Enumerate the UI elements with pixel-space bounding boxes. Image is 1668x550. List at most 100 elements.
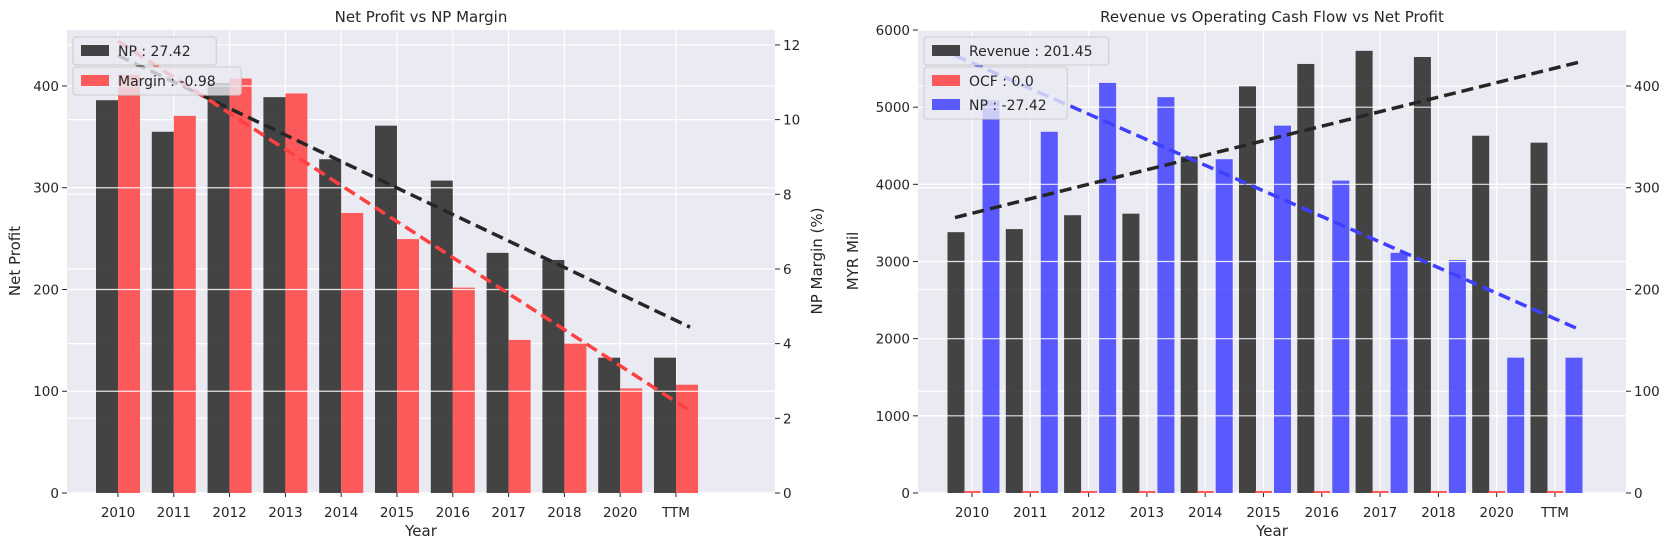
x-tick-label: 2017 <box>1363 505 1397 521</box>
y2-tick-label: 200 <box>1634 282 1660 298</box>
legend-swatch <box>81 45 109 56</box>
bar <box>229 78 252 494</box>
y-axis-label: Net Profit <box>6 226 24 296</box>
bar <box>1546 491 1564 493</box>
bar <box>1472 135 1490 494</box>
bar <box>1507 357 1525 493</box>
x-tick-label: 2020 <box>603 505 637 521</box>
legend-box <box>72 66 242 96</box>
x-tick-label: 2014 <box>324 505 358 521</box>
x-tick-label: 2013 <box>1130 505 1164 521</box>
y-tick-label: 0 <box>50 486 59 502</box>
legend-label: NP : -27.42 <box>969 98 1047 114</box>
x-tick-label: 2012 <box>1071 505 1105 521</box>
bar <box>963 491 981 493</box>
y2-tick-label: 10 <box>783 113 800 129</box>
bar <box>1355 50 1373 494</box>
bar <box>1196 491 1214 493</box>
bar <box>1040 131 1058 493</box>
bar <box>1021 491 1039 493</box>
y-tick-label: 1000 <box>876 409 910 425</box>
y2-axis-label: NP Margin (%) <box>808 208 826 315</box>
chart-revenue-ocf-np: 2010 2011 2012 2013 2014 2015 2016 2017 2018 2020… <box>844 8 1660 540</box>
y-tick-label: 300 <box>33 181 59 197</box>
y2-tick-label: 300 <box>1634 181 1660 197</box>
bars <box>67 74 775 494</box>
legend-box <box>72 36 217 66</box>
bar <box>1530 142 1548 493</box>
y2-tick-label: 6 <box>783 262 792 278</box>
y2-tick-label: 2 <box>783 411 792 427</box>
chart-net-profit-vs-np-margin: 2010 2011 2012 2013 2014 2015 2016 2017 2018 2020… <box>6 8 826 540</box>
bar <box>1332 180 1350 493</box>
bar <box>1390 252 1408 493</box>
bar <box>947 232 965 493</box>
y-tick-label: 200 <box>33 282 59 298</box>
bar <box>341 212 364 494</box>
bar <box>173 115 196 494</box>
bar <box>1448 259 1466 493</box>
x-tick-label: TTM <box>1540 505 1569 521</box>
x-axis-label: Year <box>1255 522 1289 540</box>
bar <box>1157 97 1175 494</box>
bar <box>319 159 342 493</box>
y-tick-label: 100 <box>33 384 59 400</box>
x-tick-label: 2011 <box>157 505 191 521</box>
trend-line <box>117 53 691 329</box>
bar <box>1429 491 1447 493</box>
y-tick-label: 3000 <box>876 255 910 271</box>
bar <box>676 384 698 493</box>
y-tick-label: 400 <box>33 79 59 95</box>
bar <box>1488 491 1506 493</box>
bar <box>151 131 174 493</box>
x-tick-label: 2018 <box>547 505 581 521</box>
bar <box>452 287 475 493</box>
bar <box>486 252 509 493</box>
x-tick-label: 2015 <box>1246 505 1280 521</box>
x-tick-label: 2016 <box>1305 505 1339 521</box>
legend-swatch <box>932 45 960 56</box>
y2-tick-label: 4 <box>783 337 792 353</box>
bar <box>1080 491 1098 493</box>
x-tick-label: 2010 <box>101 505 135 521</box>
legend: Revenue : 201.45 OCF : 0.0 NP : -27.42 <box>923 36 1110 120</box>
bar <box>430 180 453 493</box>
y2-tick-label: 100 <box>1634 384 1660 400</box>
bar <box>654 357 676 493</box>
x-tick-label: 2020 <box>1480 505 1514 521</box>
x-tick-label: 2012 <box>212 505 246 521</box>
ticks: 2010 2011 2012 2013 2014 2015 2016 2017 2018 2020… <box>33 38 800 521</box>
x-tick-label: 2010 <box>955 505 989 521</box>
bar <box>1413 57 1431 494</box>
bar <box>285 93 308 494</box>
bar <box>1215 159 1233 493</box>
y-tick-label: 4000 <box>876 177 910 193</box>
ticks: 2010 2011 2012 2013 2014 2015 2016 2017 2018 2020… <box>876 23 1660 521</box>
bar <box>1565 357 1583 493</box>
bar <box>397 239 419 493</box>
bar <box>564 343 587 493</box>
bar <box>96 100 118 493</box>
bar <box>1313 491 1331 493</box>
y-tick-label: 0 <box>901 486 910 502</box>
legend: NP : 27.42 Margin : -0.98 <box>72 36 242 96</box>
bar <box>1138 491 1156 493</box>
bar <box>1297 63 1315 493</box>
bar <box>508 339 531 493</box>
y2-tick-label: 0 <box>1634 486 1643 502</box>
bar <box>1005 229 1023 493</box>
chart-title: Revenue vs Operating Cash Flow vs Net Pr… <box>1100 8 1444 26</box>
legend-swatch <box>932 99 960 110</box>
x-tick-label: 2018 <box>1421 505 1455 521</box>
bar <box>1274 125 1291 494</box>
y-tick-label: 2000 <box>876 332 910 348</box>
bar <box>1371 491 1389 493</box>
y2-tick-label: 8 <box>783 187 792 203</box>
trend-line <box>117 39 691 413</box>
x-tick-label: TTM <box>661 505 690 521</box>
bar <box>1180 156 1198 493</box>
legend-box <box>923 36 1110 66</box>
legend-label: OCF : 0.0 <box>969 74 1034 90</box>
trend-lines <box>117 39 691 413</box>
legend-label: NP : 27.42 <box>118 44 191 60</box>
